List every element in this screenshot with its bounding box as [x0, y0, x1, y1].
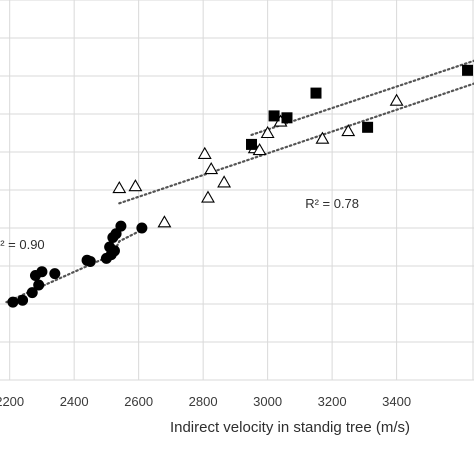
triangle-point	[112, 180, 127, 194]
x-axis-title: Indirect velocity in standig tree (m/s)	[170, 419, 410, 436]
data-points	[7, 64, 474, 308]
square-point	[246, 138, 258, 150]
triangle-point	[315, 131, 330, 144]
chart-grid	[0, 0, 474, 381]
circle-point	[84, 255, 96, 267]
circle-point	[115, 220, 127, 232]
x-axis-ticks: 2200 2400 2600 2800 3000 3200 3400	[0, 394, 411, 409]
annotations: R² = 0.90 R² = 0.78	[0, 196, 359, 252]
x-tick-label: 3400	[382, 394, 411, 409]
square-point	[462, 64, 474, 76]
trendline	[118, 82, 474, 205]
x-tick-label: 3000	[253, 394, 282, 409]
trendline	[250, 59, 474, 136]
square-point	[281, 112, 293, 124]
triangle-point	[128, 179, 143, 192]
x-tick-label: 2400	[60, 394, 89, 409]
circle-point	[136, 222, 148, 234]
triangle-point	[157, 215, 172, 228]
r-squared-label: R² = 0.78	[305, 196, 359, 211]
triangle-point	[260, 125, 275, 139]
circle-point	[17, 294, 29, 306]
x-tick-label: 2200	[0, 394, 24, 409]
triangle-point	[341, 123, 356, 137]
triangle-point	[197, 146, 212, 159]
square-point	[310, 87, 322, 99]
x-tick-label: 2600	[124, 394, 153, 409]
triangle-point	[204, 161, 219, 175]
x-tick-label: 3200	[318, 394, 347, 409]
circle-point	[26, 287, 38, 299]
triangle-point	[389, 93, 404, 106]
circle-point	[33, 279, 45, 291]
r-squared-label: R² = 0.90	[0, 237, 45, 252]
square-point	[268, 110, 280, 122]
circle-point	[36, 266, 48, 278]
circle-point	[49, 268, 61, 280]
triangle-point	[201, 190, 215, 203]
circle-point	[7, 296, 19, 308]
square-point	[362, 121, 374, 133]
circle-point	[108, 245, 120, 257]
triangle-point	[217, 175, 232, 188]
x-tick-label: 2800	[189, 394, 218, 409]
